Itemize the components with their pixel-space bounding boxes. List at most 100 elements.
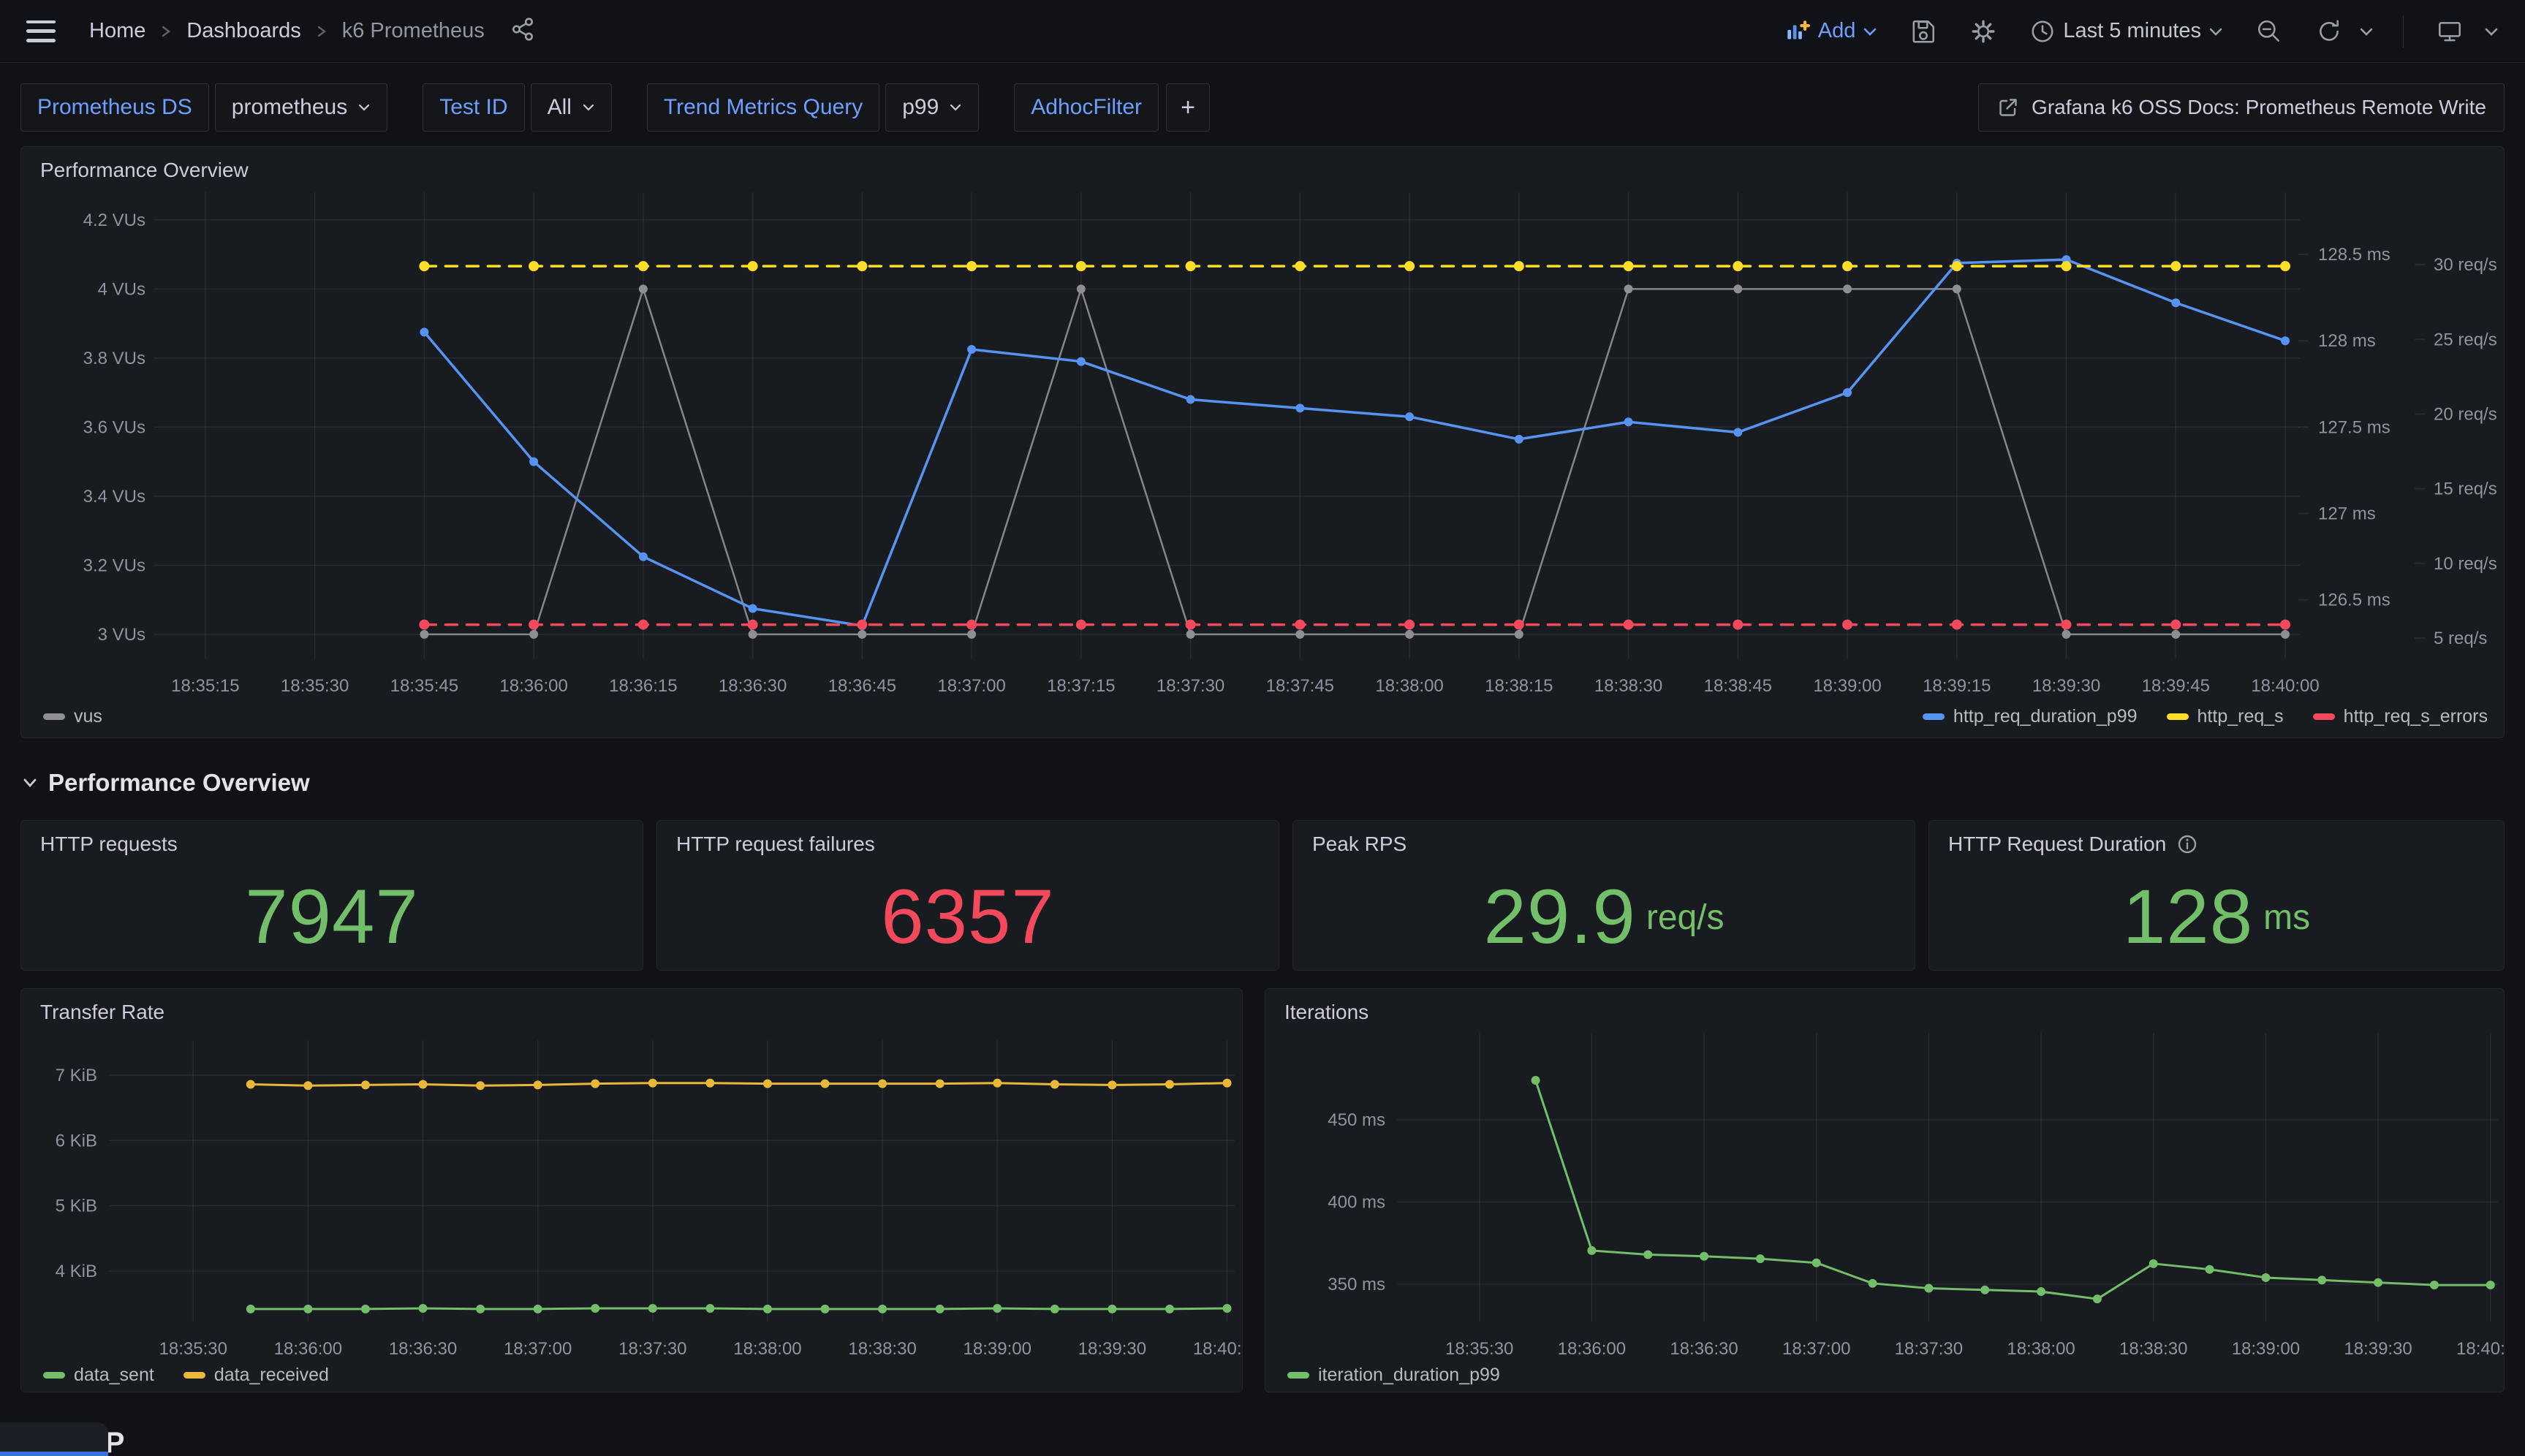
y-axis-tick-label: 15 req/s (2434, 479, 2497, 499)
x-axis-tick-label: 18:37:00 (504, 1339, 572, 1359)
chevron-down-icon (2359, 26, 2374, 37)
y-axis-tick-label: 25 req/s (2434, 330, 2497, 349)
add-filter-button[interactable]: + (1166, 83, 1210, 132)
menu-icon[interactable] (26, 20, 56, 42)
transfer-rate-chart[interactable]: 18:35:3018:36:0018:36:3018:37:0018:37:30… (21, 989, 1243, 1392)
x-axis-tick-label: 18:37:30 (1895, 1339, 1963, 1359)
variable-label[interactable]: Prometheus DS (20, 83, 209, 132)
series-point-data_sent (993, 1304, 1002, 1313)
variable-value-dropdown[interactable]: p99 (885, 83, 979, 132)
panel-title[interactable]: HTTP requests (40, 833, 178, 856)
x-axis-tick-label: 18:38:00 (1375, 676, 1443, 696)
breadcrumb-dashboards[interactable]: Dashboards (186, 19, 300, 43)
series-point-data_received (821, 1080, 830, 1088)
kiosk-mode-button[interactable] (2436, 18, 2464, 45)
refresh-button[interactable] (2315, 18, 2343, 45)
legend-item-http-req-s-errors[interactable]: http_req_s_errors (2313, 706, 2488, 727)
series-point-data_received (993, 1079, 1002, 1088)
panel-title[interactable]: HTTP request failures (676, 833, 875, 856)
chevron-down-icon (2484, 26, 2499, 37)
legend-item-http-req-duration-p99[interactable]: http_req_duration_p99 (1923, 706, 2138, 727)
save-icon (1909, 18, 1937, 45)
y-axis-tick-label: 126.5 ms (2318, 591, 2390, 610)
search-minus-icon (2255, 18, 2283, 45)
series-point-vus (1515, 630, 1523, 639)
y-axis-tick-label: 127 ms (2318, 504, 2376, 524)
series-point-http_req_s_errors (2280, 620, 2290, 630)
time-range-label: Last 5 minutes (2063, 19, 2201, 43)
series-point-http_req_s_errors (1295, 620, 1305, 630)
refresh-interval-dropdown[interactable] (2359, 26, 2374, 37)
series-point-http_req_s_errors (1624, 620, 1634, 630)
share-icon[interactable] (510, 16, 536, 46)
legend-item-http-req-s[interactable]: http_req_s (2167, 706, 2284, 727)
row-header-performance-overview[interactable]: Performance Overview (22, 769, 310, 797)
adhoc-filter-label[interactable]: AdhocFilter (1014, 83, 1159, 132)
series-point-data_sent (1050, 1305, 1059, 1313)
x-axis-tick-label: 18:36:00 (274, 1339, 342, 1359)
series-point-http_req_s_errors (1404, 620, 1415, 630)
x-axis-tick-label: 18:37:15 (1047, 676, 1115, 696)
stat-unit: req/s (1646, 898, 1725, 938)
series-line-data_received (251, 1083, 1227, 1086)
info-icon[interactable] (2176, 833, 2198, 855)
series-point-data_received (705, 1079, 714, 1088)
panel-iterations: Iterations 18:35:3018:36:0018:36:3018:37… (1265, 988, 2505, 1392)
series-point-vus (420, 630, 428, 639)
legend-item-vus[interactable]: vus (43, 706, 102, 727)
series-point-iteration_duration_p99 (1587, 1246, 1596, 1255)
x-axis-tick-label: 18:39:30 (2344, 1339, 2412, 1359)
series-point-vus (1405, 630, 1414, 639)
series-point-http_req_duration_p99 (749, 604, 757, 613)
series-point-http_req_s (2170, 261, 2181, 271)
series-point-iteration_duration_p99 (2374, 1278, 2382, 1287)
time-range-picker[interactable]: Last 5 minutes (2029, 18, 2223, 45)
add-button[interactable]: Add (1783, 18, 1878, 45)
series-point-http_req_s (2062, 261, 2072, 271)
series-point-data_received (591, 1080, 599, 1088)
panel-title[interactable]: Iterations (1284, 1001, 1369, 1024)
series-point-data_sent (936, 1305, 944, 1313)
legend-item-iteration-duration-p99[interactable]: iteration_duration_p99 (1287, 1365, 1500, 1386)
panel-title[interactable]: Peak RPS (1312, 833, 1407, 856)
panel-peak-rps: Peak RPS 29.9 req/s (1292, 820, 1915, 971)
iterations-chart[interactable]: 18:35:3018:36:0018:36:3018:37:0018:37:30… (1265, 989, 2505, 1392)
legend-item-data-sent[interactable]: data_sent (43, 1365, 154, 1386)
series-point-http_req_duration_p99 (420, 327, 428, 336)
panel-title[interactable]: Transfer Rate (40, 1001, 164, 1024)
panel-title[interactable]: Performance Overview (40, 159, 249, 182)
y-axis-tick-label: 4 KiB (56, 1262, 97, 1281)
breadcrumb: Home Dashboards k6 Prometheus (89, 19, 485, 43)
docs-link-button[interactable]: Grafana k6 OSS Docs: Prometheus Remote W… (1978, 83, 2505, 132)
grafana-dashboard: Home Dashboards k6 Prometheus Add (0, 0, 2525, 1456)
series-point-http_req_s_errors (1733, 620, 1743, 630)
variable-label[interactable]: Test ID (423, 83, 524, 132)
series-point-http_req_s_errors (748, 620, 758, 630)
series-point-iteration_duration_p99 (2206, 1265, 2214, 1274)
variable-label[interactable]: Trend Metrics Query (647, 83, 879, 132)
x-axis-tick-label: 18:38:15 (1485, 676, 1553, 696)
x-axis-tick-label: 18:36:15 (609, 676, 677, 696)
series-point-http_req_s_errors (1076, 620, 1086, 630)
stat-value: 6357 (881, 873, 1055, 961)
y-axis-tick-label: 3 VUs (98, 625, 145, 645)
series-point-iteration_duration_p99 (2317, 1275, 2326, 1284)
series-point-data_sent (303, 1305, 312, 1313)
zoom-out-button[interactable] (2255, 18, 2283, 45)
panel-title[interactable]: HTTP Request Duration (1948, 833, 2166, 856)
series-point-http_req_s (1404, 261, 1415, 271)
variable-value-dropdown[interactable]: prometheus (215, 83, 387, 132)
performance-overview-chart[interactable]: 18:35:1518:35:3018:35:4518:36:0018:36:15… (21, 147, 2505, 738)
x-axis-tick-label: 18:37:00 (937, 676, 1005, 696)
series-point-iteration_duration_p99 (1756, 1254, 1765, 1263)
series-point-http_req_duration_p99 (1843, 388, 1852, 397)
view-mode-dropdown[interactable] (2484, 26, 2499, 37)
breadcrumb-home[interactable]: Home (89, 19, 145, 43)
variable-value-dropdown[interactable]: All (531, 83, 612, 132)
series-point-data_sent (534, 1305, 542, 1313)
legend-item-data-received[interactable]: data_received (183, 1365, 329, 1386)
save-dashboard-button[interactable] (1909, 18, 1937, 45)
x-axis-tick-label: 18:38:00 (2007, 1339, 2075, 1359)
dashboard-settings-button[interactable] (1969, 18, 1997, 45)
series-point-http_req_s (1733, 261, 1743, 271)
